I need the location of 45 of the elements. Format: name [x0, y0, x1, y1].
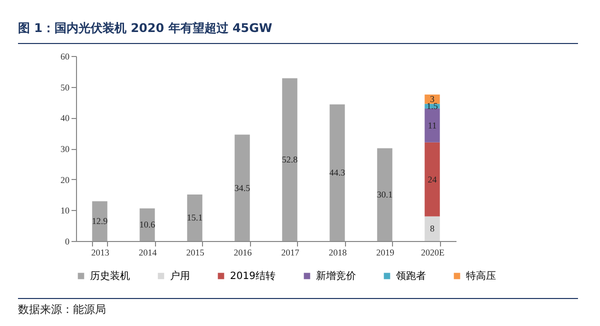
data-label: 11	[428, 120, 437, 130]
source-note: 数据来源：能源局	[18, 298, 578, 317]
x-tick-label: 2013	[91, 248, 110, 258]
y-tick-label: 30	[60, 144, 70, 154]
y-tick-label: 40	[60, 113, 70, 124]
x-tick-label: 2014	[138, 248, 158, 258]
y-tick-label: 0	[65, 236, 70, 246]
bar	[424, 142, 440, 216]
bar	[282, 78, 298, 241]
bar	[92, 201, 108, 241]
legend-label: 领跑者	[396, 270, 426, 282]
legend-label: 新增竞价	[316, 270, 356, 282]
data-label: 12.9	[92, 216, 108, 226]
data-label: 8	[430, 224, 435, 234]
bar	[140, 208, 155, 241]
y-tick-label: 50	[60, 82, 70, 92]
x-tick-label: 2019	[376, 248, 395, 258]
bar	[377, 148, 392, 241]
legend-label: 特高压	[466, 270, 496, 282]
legend-label: 2019结转	[230, 270, 276, 282]
bar	[424, 94, 440, 104]
y-tick-label: 20	[60, 174, 70, 185]
data-label: 15.1	[186, 212, 203, 223]
y-tick-label: 10	[60, 206, 70, 216]
data-label: 24	[428, 174, 438, 184]
legend-label: 历史装机	[90, 270, 130, 282]
x-tick-label: 2018	[328, 248, 348, 258]
bar	[424, 108, 440, 142]
data-label: 52.8	[282, 154, 298, 165]
bar	[234, 134, 250, 241]
data-label: 1.5	[426, 101, 438, 112]
bar	[187, 194, 202, 241]
bar	[330, 104, 345, 241]
bar	[424, 216, 440, 241]
data-label: 44.3	[329, 168, 346, 178]
x-tick-label: 2020E	[421, 248, 445, 258]
x-tick-label: 2015	[186, 248, 205, 258]
data-label: 10.6	[139, 220, 156, 230]
data-label: 34.5	[234, 182, 251, 193]
chart-title: 图 1：国内光伏装机 2020 年有望超过 45GW	[18, 20, 578, 44]
y-tick-label: 60	[60, 52, 70, 62]
x-tick-label: 2016	[234, 248, 252, 258]
x-tick-label: 2017	[281, 248, 300, 258]
legend-label: 户用	[170, 270, 190, 282]
data-label: 30.1	[376, 190, 393, 200]
